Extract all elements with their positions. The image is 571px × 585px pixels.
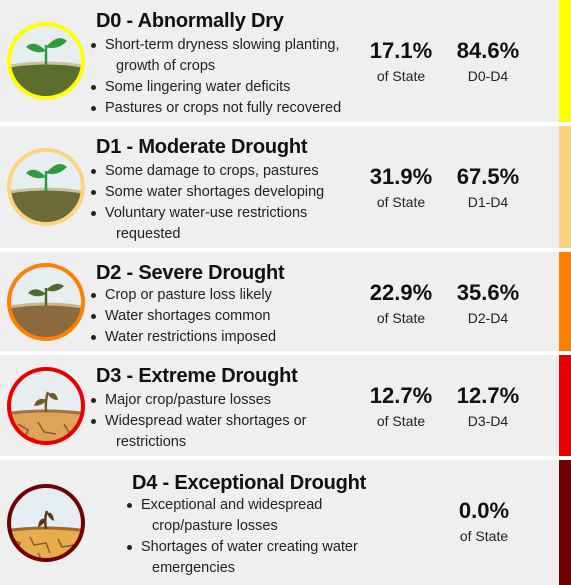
state-stat: 12.7% of State (361, 383, 441, 431)
state-percent: 0.0% (458, 498, 510, 523)
level-title: D0 - Abnormally Dry (96, 10, 284, 32)
color-strip (559, 355, 571, 456)
state-label: of State (376, 68, 426, 84)
level-row-d2: D2 - Severe Drought Crop or pasture loss… (0, 252, 571, 351)
sprout-drooping-icon (4, 364, 88, 448)
color-strip (559, 126, 571, 248)
impact-item: Some damage to crops, pastures (88, 161, 324, 182)
cumulative-stat: 84.6% D0-D4 (448, 38, 528, 86)
color-strip (559, 0, 571, 122)
level-row-d4: D4 - Exceptional Drought Exceptional and… (0, 460, 571, 585)
impact-list: Crop or pasture loss likely Water shorta… (88, 285, 276, 348)
cumulative-stat: 12.7% D3-D4 (448, 383, 528, 431)
impact-item: Shortages of water creating water emergen… (124, 537, 358, 579)
state-label: of State (376, 194, 426, 210)
color-strip (559, 460, 571, 585)
cumulative-percent: 12.7% (456, 383, 520, 408)
impact-item: Water restrictions imposed (88, 327, 276, 348)
color-strip (559, 252, 571, 351)
cumulative-label: D2-D4 (467, 310, 509, 326)
state-stat: 22.9% of State (361, 280, 441, 328)
state-stat: 31.9% of State (361, 164, 441, 212)
state-percent: 12.7% (369, 383, 433, 408)
state-percent: 17.1% (369, 38, 433, 63)
cumulative-percent: 67.5% (456, 164, 520, 189)
state-label: of State (376, 413, 426, 429)
state-percent: 22.9% (369, 280, 433, 305)
sprout-healthy-icon (4, 145, 88, 229)
state-label: of State (376, 310, 426, 326)
cumulative-label: D3-D4 (467, 413, 509, 429)
cumulative-stat: 67.5% D1-D4 (448, 164, 528, 212)
impact-item: Exceptional and widespread crop/pasture l… (124, 495, 358, 537)
impact-item: Major crop/pasture losses (88, 390, 307, 411)
impact-item: Water shortages common (88, 306, 276, 327)
level-row-d3: D3 - Extreme Drought Major crop/pasture … (0, 355, 571, 456)
state-label: of State (459, 528, 509, 544)
level-row-d1: D1 - Moderate Drought Some damage to cro… (0, 126, 571, 248)
state-stat: 17.1% of State (361, 38, 441, 86)
impact-item: Crop or pasture loss likely (88, 285, 276, 306)
level-title: D2 - Severe Drought (96, 262, 285, 284)
impact-item: Some water shortages developing (88, 182, 324, 203)
state-stat: 0.0% of State (444, 498, 524, 546)
impact-item: Voluntary water-use restrictions requeste… (88, 203, 324, 245)
impact-item: Pastures or crops not fully recovered (88, 98, 341, 119)
impact-list: Exceptional and widespread crop/pasture l… (124, 495, 358, 579)
cumulative-percent: 35.6% (456, 280, 520, 305)
level-title: D1 - Moderate Drought (96, 136, 308, 158)
impact-list: Short-term dryness slowing planting, grow… (88, 35, 341, 119)
state-percent: 31.9% (369, 164, 433, 189)
sprout-wilting-icon (4, 260, 88, 344)
impact-item: Some lingering water deficits (88, 77, 341, 98)
cumulative-label: D1-D4 (467, 194, 509, 210)
level-row-d0: D0 - Abnormally Dry Short-term dryness s… (0, 0, 571, 122)
impact-list: Some damage to crops, pastures Some wate… (88, 161, 324, 245)
impact-item: Widespread water shortages or restriction… (88, 411, 307, 453)
cumulative-percent: 84.6% (456, 38, 520, 63)
level-title: D4 - Exceptional Drought (132, 472, 367, 494)
cumulative-label: D0-D4 (467, 68, 509, 84)
sprout-healthy-icon (4, 19, 88, 103)
sprout-dead-icon (4, 481, 88, 565)
impact-item: Short-term dryness slowing planting, grow… (88, 35, 341, 77)
level-title: D3 - Extreme Drought (96, 365, 298, 387)
cumulative-stat: 35.6% D2-D4 (448, 280, 528, 328)
impact-list: Major crop/pasture losses Widespread wat… (88, 390, 307, 453)
